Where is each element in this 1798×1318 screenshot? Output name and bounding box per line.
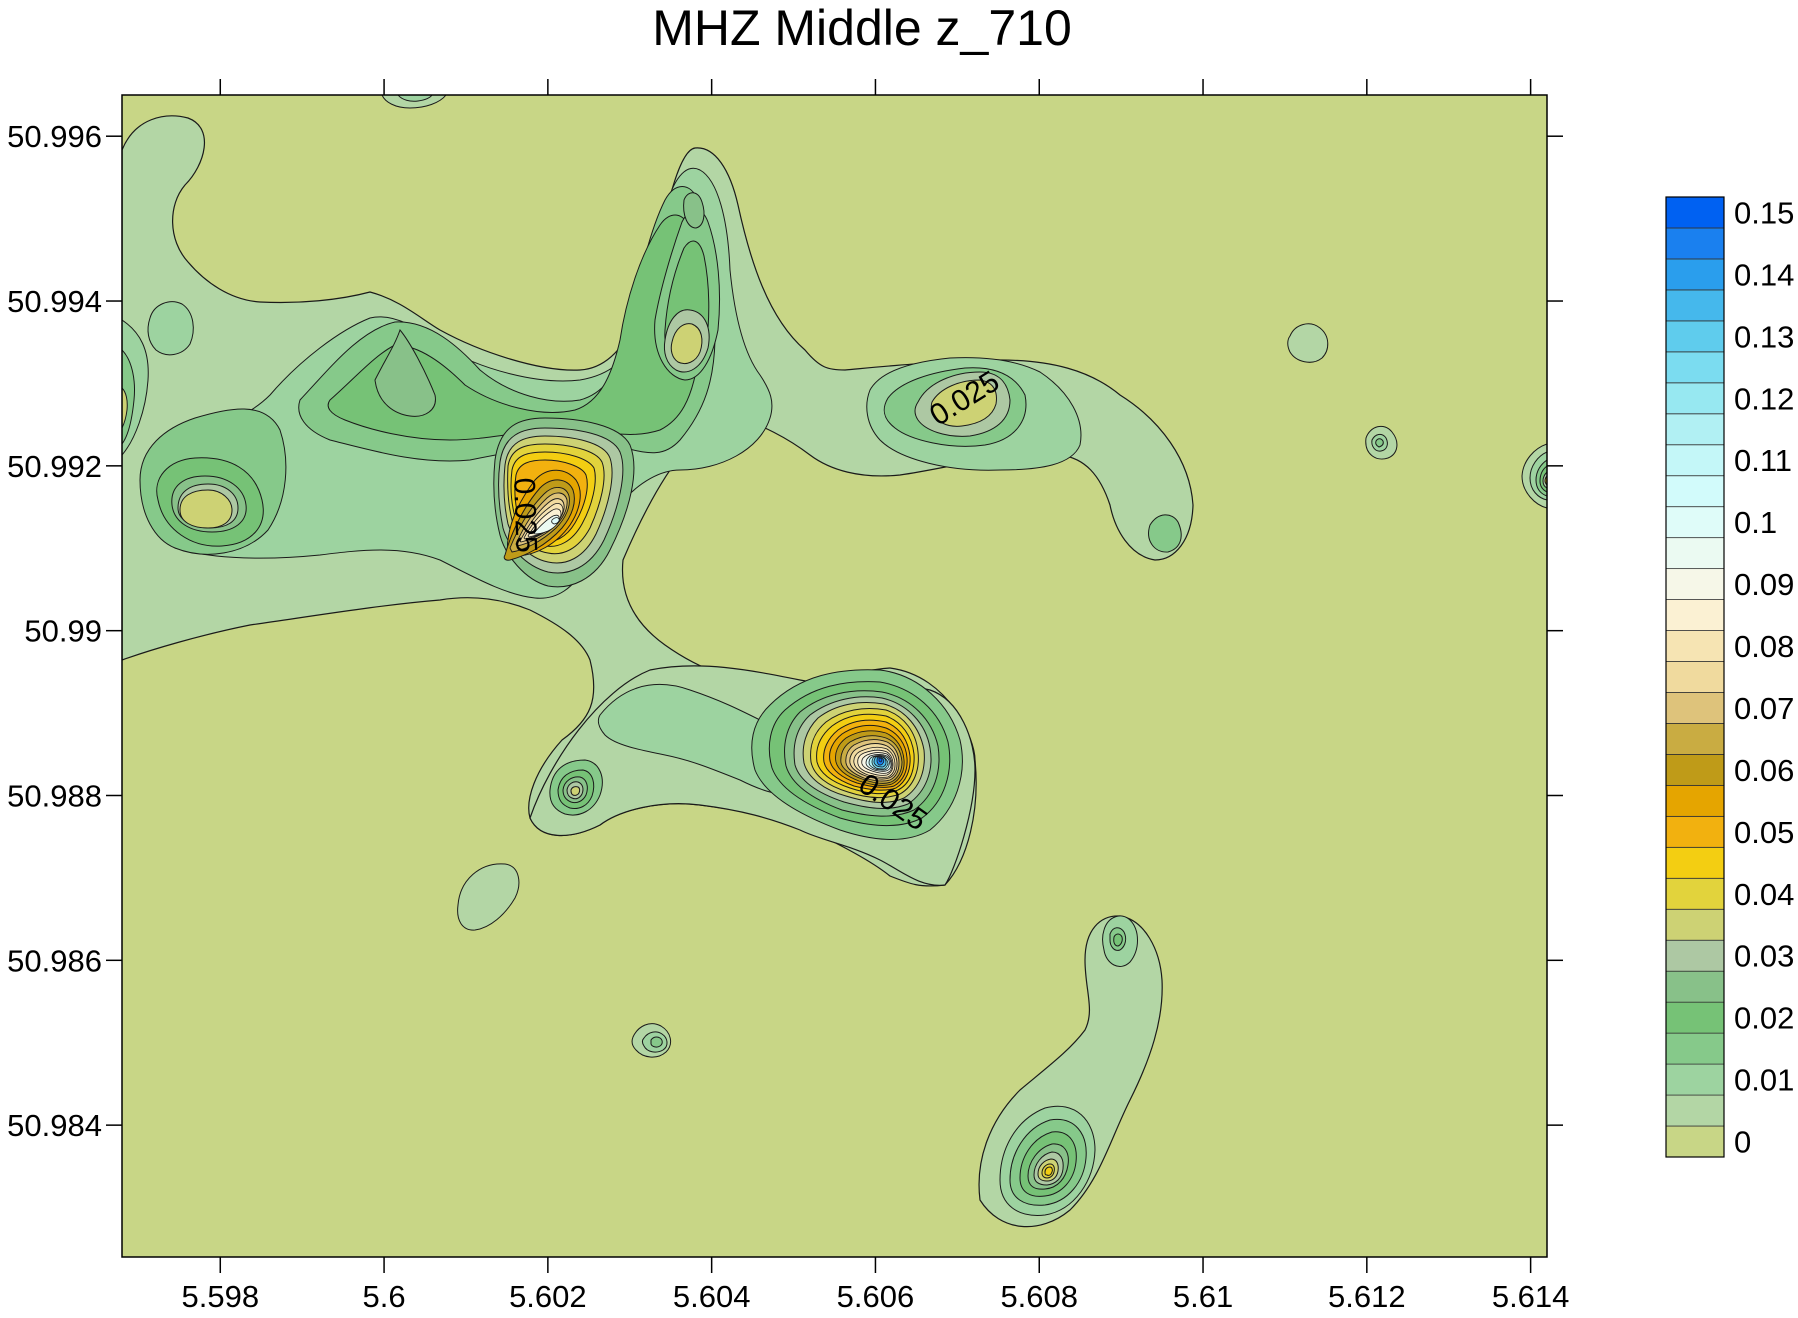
colorbar-swatch (1665, 444, 1725, 477)
y-axis: 50.996 50.994 50.992 50.99 50.988 50.986 50.98… (7, 119, 1563, 1143)
colorbar-swatch (1665, 846, 1725, 879)
colorbar-label: 0.09 (1734, 567, 1794, 602)
contour-region-small-left-0p035 (570, 786, 581, 796)
colorbar-swatch (1665, 661, 1725, 693)
x-tick-label: 5.602 (509, 1279, 587, 1314)
x-tick-label: 5.612 (1328, 1279, 1406, 1314)
colorbar-swatch (1665, 754, 1725, 786)
contour-region-southeast-0p045 (1044, 1166, 1053, 1176)
colorbar-label: 0.11 (1734, 443, 1792, 478)
colorbar-swatch (1665, 1094, 1725, 1127)
colorbar-swatch (1665, 1001, 1725, 1034)
y-tick-label: 50.992 (7, 449, 102, 484)
plot-frame (121, 94, 1548, 1258)
colorbar-swatch (1665, 568, 1725, 600)
x-tick-label: 5.614 (1492, 1279, 1570, 1314)
colorbar-swatch (1665, 196, 1725, 229)
x-tick-label: 5.606 (837, 1279, 915, 1314)
y-tick-label: 50.996 (7, 119, 102, 154)
colorbar-label: 0.15 (1734, 195, 1794, 230)
colorbar-label: 0.07 (1734, 691, 1794, 726)
x-tick-label: 5.61 (1173, 1279, 1233, 1314)
contour-spot-far-east-1 (1287, 323, 1329, 363)
contour-region-peak-north-0p105 (551, 517, 560, 525)
contour-spot-edge-top-0p01 (397, 95, 433, 102)
colorbar-label: 0.13 (1734, 319, 1794, 354)
contour-spot-small-center-0p015 (650, 1036, 663, 1048)
colorbar-swatch (1665, 877, 1725, 910)
x-tick-label: 5.608 (1000, 1279, 1078, 1314)
colorbar-label: 0.02 (1734, 1001, 1794, 1036)
colorbar-label: 0.12 (1734, 381, 1794, 416)
colorbar-swatch (1665, 320, 1725, 353)
colorbar-label: 0.05 (1734, 815, 1794, 850)
colorbar-label: 0.03 (1734, 939, 1794, 974)
colorbar-swatch (1665, 475, 1725, 508)
colorbar-label: 0.04 (1734, 877, 1794, 912)
x-axis: 5.598 5.6 5.602 5.604 5.606 5.608 5.61 5.612 5.6… (181, 79, 1569, 1314)
contour-region-south-0p155 (878, 757, 883, 763)
contour-spot-lonely-left (457, 863, 520, 931)
colorbar-frame (1665, 196, 1725, 1158)
colorbar-swatch (1665, 537, 1725, 570)
y-tick-label: 50.984 (7, 1108, 102, 1143)
colorbar-swatch (1665, 784, 1725, 817)
colorbar-swatch (1665, 413, 1725, 446)
colorbar-swatch (1665, 1125, 1725, 1158)
colorbar-label: 0.01 (1734, 1063, 1794, 1098)
chart-title: MHZ Middle z_710 (652, 0, 1072, 56)
colorbar-label: 0.14 (1734, 257, 1794, 292)
colorbar-swatch (1665, 692, 1725, 724)
contour-spot-southeast-2-0p02 (1113, 933, 1123, 947)
colorbar-label: 0 (1734, 1125, 1751, 1160)
colorbar-swatch (1665, 258, 1725, 291)
contour-spot-far-east-2-0p015 (1375, 438, 1384, 448)
colorbar-swatch (1665, 723, 1725, 755)
colorbar-label: 0.08 (1734, 629, 1794, 664)
colorbar: 0 0.01 0.02 0.03 0.04 0.05 0.06 0.07 0.08 0.09 0.1… (1665, 195, 1794, 1160)
y-tick-label: 50.99 (24, 614, 102, 649)
colorbar-swatch (1665, 815, 1725, 848)
colorbar-swatch (1665, 351, 1725, 384)
colorbar-swatch (1665, 908, 1725, 941)
x-tick-label: 5.598 (181, 1279, 259, 1314)
colorbar-label: 0.06 (1734, 753, 1794, 788)
colorbar-swatch (1665, 1063, 1725, 1096)
colorbar-swatch (1665, 382, 1725, 415)
contour-layer (122, 95, 1547, 1228)
colorbar-swatch (1665, 970, 1725, 1003)
contour-region-left-edge-0p035 (122, 387, 128, 429)
colorbar-swatch (1665, 630, 1725, 662)
contour-label: 0.025 (507, 477, 543, 553)
x-tick-label: 5.604 (673, 1279, 751, 1314)
colorbar-swatch (1665, 227, 1725, 260)
contour-region-ridge-0p025 (374, 328, 436, 417)
contour-region-east-tail (1148, 514, 1182, 553)
y-tick-label: 50.986 (7, 943, 102, 978)
colorbar-swatch (1665, 939, 1725, 972)
contour-region-top-0p025 (683, 192, 705, 229)
colorbar-swatch (1665, 506, 1725, 539)
y-tick-label: 50.988 (7, 778, 102, 813)
y-tick-label: 50.994 (7, 284, 102, 319)
colorbar-swatch (1665, 599, 1725, 631)
colorbar-label: 0.1 (1734, 505, 1777, 540)
contour-region-east-upper-0p03 (930, 379, 997, 427)
contour-region-nw-0p035 (179, 489, 233, 529)
colorbar-swatch (1665, 289, 1725, 322)
x-tick-label: 5.6 (363, 1279, 406, 1314)
colorbar-swatch (1665, 1032, 1725, 1065)
contour-region-left-blob (147, 301, 194, 356)
contour-region-top-0p035 (670, 323, 703, 365)
